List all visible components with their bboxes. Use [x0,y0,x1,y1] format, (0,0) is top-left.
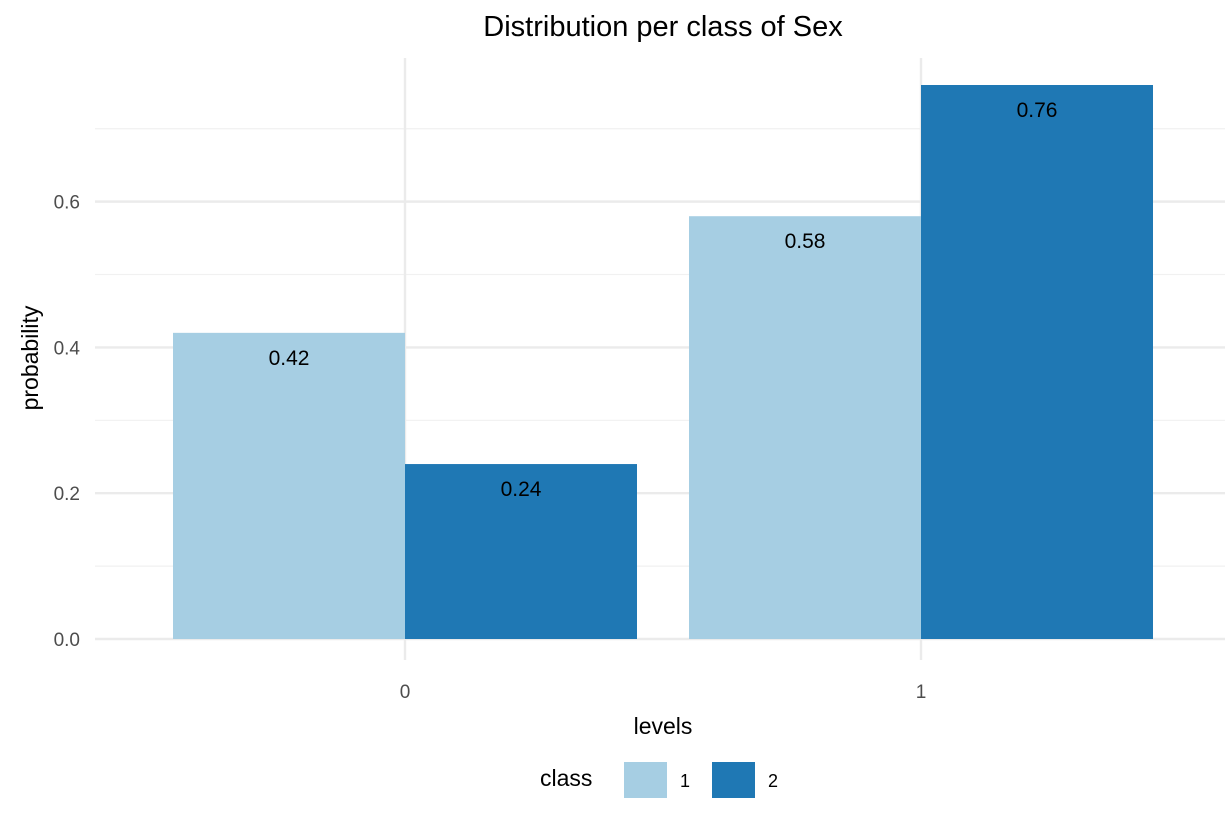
x-axis-title: levels [634,713,693,739]
data-label: 0.76 [1017,99,1058,122]
data-label: 0.24 [501,478,542,501]
data-label: 0.42 [269,347,310,370]
y-axis-title: probability [17,305,43,410]
x-tick-label: 0 [400,682,411,703]
legend-label: 1 [680,771,690,791]
legend: class 1 2 [540,762,778,798]
y-tick-label: 0.4 [54,338,81,359]
legend-label: 2 [768,771,778,791]
y-tick-label: 0.0 [54,630,80,651]
legend-title: class [540,765,592,791]
legend-key-2 [712,762,755,798]
bar-class-2-level-1 [921,85,1153,639]
chart-title: Distribution per class of Sex [483,11,843,43]
legend-key-1 [624,762,667,798]
bar-class-1-level-0 [173,332,405,639]
x-tick-label: 1 [916,682,927,703]
bar-class-2-level-0 [405,464,637,639]
data-label: 0.58 [785,230,826,253]
data-labels: 0.42 0.58 0.24 0.76 [269,99,1058,501]
y-tick-label: 0.2 [54,484,80,505]
bar-class-1-level-1 [689,216,921,640]
y-tick-labels: 0.0 0.2 0.4 0.6 [54,193,81,651]
y-tick-label: 0.6 [54,193,80,214]
bars [173,85,1153,640]
